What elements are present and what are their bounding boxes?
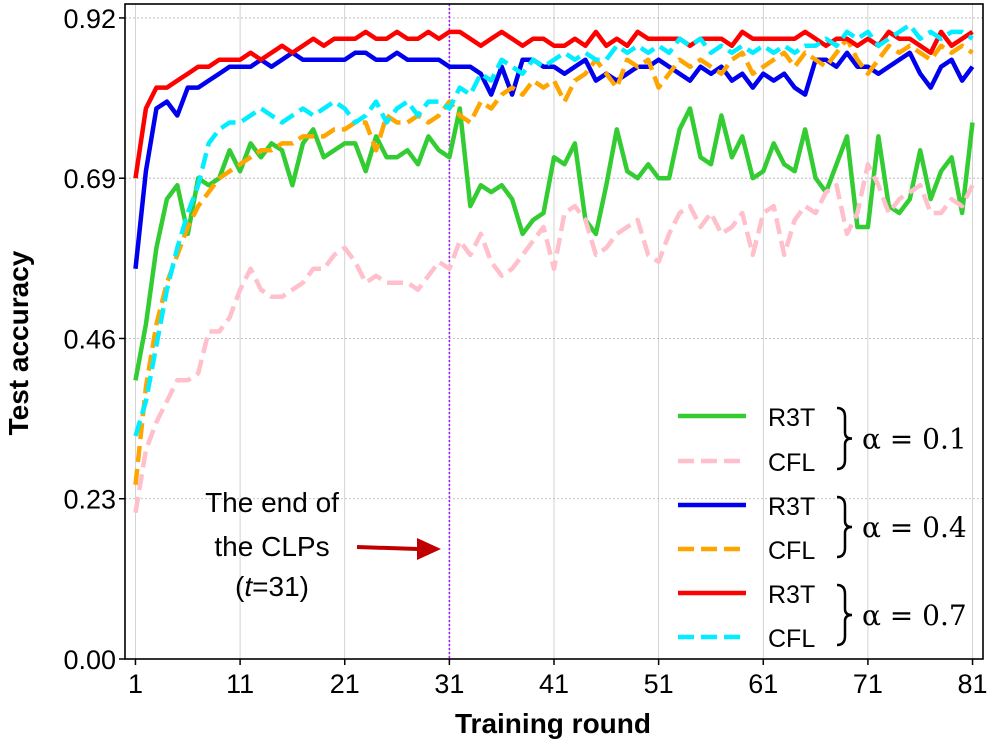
legend-alpha-label-2: α = 0.7 <box>862 599 967 632</box>
x-tick-label-2: 21 <box>330 669 360 699</box>
legend-label-4: R3T <box>768 581 815 609</box>
y-axis-title: Test accuracy <box>3 250 34 435</box>
x-tick-label-7: 71 <box>853 669 883 699</box>
legend-label-5: CFL <box>768 625 815 653</box>
x-tick-label-0: 1 <box>128 669 143 699</box>
legend-alpha-label-1: α = 0.4 <box>862 511 967 544</box>
legend-label-2: R3T <box>768 493 815 521</box>
legend-brace-0 <box>836 406 853 471</box>
legend-label-1: CFL <box>768 449 815 477</box>
x-tick-label-1: 11 <box>226 669 254 699</box>
series-line-1 <box>133 162 975 514</box>
legend-brace-1 <box>836 495 853 559</box>
y-tick-label-0: 0.00 <box>63 645 116 675</box>
series-line-5 <box>133 22 974 437</box>
y-tick-label-1: 0.23 <box>63 485 116 515</box>
legend: R3T CFL R3T CFL R3T CFL α = 0.1 α = 0.4 α = 0.7 <box>678 404 967 653</box>
annotation-open-paren: ( <box>235 571 245 602</box>
x-axis-title: Training round <box>455 708 651 739</box>
y-tick-label-2: 0.46 <box>63 324 116 354</box>
legend-label-3: CFL <box>768 537 815 565</box>
y-axis-ticks: 0.00 0.23 0.46 0.69 0.92 <box>63 4 125 675</box>
y-tick-label-3: 0.69 <box>63 164 116 194</box>
series-line-0 <box>133 106 975 381</box>
annotation-arrow-shaft <box>356 545 419 551</box>
x-tick-label-8: 81 <box>958 669 988 699</box>
data-series <box>133 22 975 514</box>
x-tick-label-5: 51 <box>644 669 674 699</box>
x-tick-label-4: 41 <box>539 669 569 699</box>
annotation-t-symbol: t <box>244 571 253 602</box>
legend-label-0: R3T <box>768 404 815 432</box>
x-tick-label-6: 61 <box>748 669 778 699</box>
annotation-line-1: The end of <box>205 487 339 518</box>
annotation: The end of the CLPs (t=31) <box>205 487 441 602</box>
series-line-2 <box>133 50 975 270</box>
legend-brace-2 <box>836 583 853 647</box>
annotation-line-3: (t=31) <box>235 571 309 602</box>
annotation-arrow-head <box>417 538 441 560</box>
x-axis-ticks: 1 11 21 31 41 51 61 71 81 <box>128 659 988 699</box>
y-tick-label-4: 0.92 <box>63 4 116 34</box>
annotation-line-2: the CLPs <box>214 531 329 562</box>
legend-alpha-label-0: α = 0.1 <box>862 423 967 456</box>
series-line-3 <box>133 36 974 486</box>
x-tick-label-3: 31 <box>434 669 464 699</box>
annotation-t-value: =31) <box>252 571 309 602</box>
